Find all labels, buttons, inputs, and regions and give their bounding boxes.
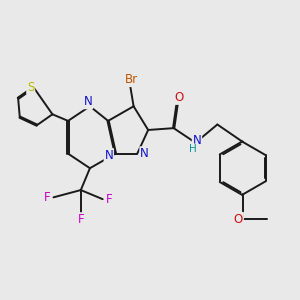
Text: F: F: [77, 213, 84, 226]
Text: N: N: [193, 134, 201, 147]
Text: N: N: [84, 95, 92, 108]
Text: F: F: [106, 193, 112, 206]
Text: N: N: [140, 147, 149, 160]
Text: O: O: [234, 213, 243, 226]
Text: H: H: [189, 144, 196, 154]
Text: O: O: [175, 91, 184, 104]
Text: F: F: [44, 191, 50, 204]
Text: Br: Br: [125, 73, 138, 86]
Text: N: N: [104, 149, 113, 162]
Text: S: S: [27, 81, 34, 94]
